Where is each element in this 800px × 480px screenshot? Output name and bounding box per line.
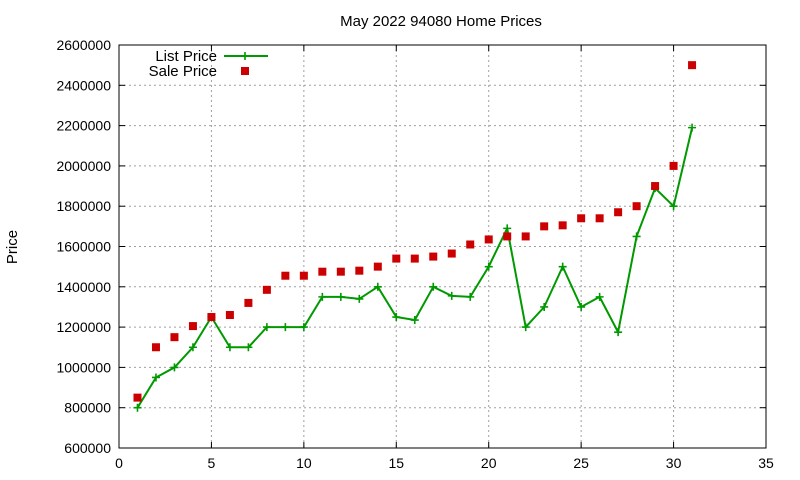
list-price-point xyxy=(392,313,401,322)
list-price-point xyxy=(244,343,253,352)
sale-price-point xyxy=(447,249,456,258)
y-tick-label: 1000000 xyxy=(56,359,111,375)
sale-price-point xyxy=(392,254,401,263)
list-price-point xyxy=(170,363,179,372)
y-tick-label: 2000000 xyxy=(56,158,111,174)
y-tick-label: 2600000 xyxy=(56,37,111,53)
list-price-point xyxy=(355,294,364,303)
sale-price-point xyxy=(133,393,142,402)
list-price-point xyxy=(521,323,530,332)
legend-label-list-price: List Price xyxy=(155,48,217,65)
list-price-point xyxy=(299,323,308,332)
x-tick-label: 5 xyxy=(208,455,216,471)
list-price-point xyxy=(503,224,512,233)
y-axis-label: Price xyxy=(4,230,21,264)
plot-frame xyxy=(118,44,767,449)
sale-price-point xyxy=(595,214,604,223)
grid-layer xyxy=(119,45,766,448)
legend: List Price Sale Price xyxy=(149,48,268,80)
sale-price-point xyxy=(540,222,549,231)
list-price-point xyxy=(373,282,382,291)
y-tick-label: 2400000 xyxy=(56,77,111,93)
list-price-point xyxy=(188,343,197,352)
list-price-point xyxy=(225,343,234,352)
sale-price-point xyxy=(151,343,160,352)
list-price-point xyxy=(669,202,678,211)
list-price-point xyxy=(540,302,549,311)
chart-title: May 2022 94080 Home Prices xyxy=(340,13,542,30)
list-price-point xyxy=(133,403,142,412)
x-tick-label: 25 xyxy=(573,455,589,471)
sale-price-point xyxy=(466,240,475,249)
sale-price-point xyxy=(669,161,678,170)
list-price-point xyxy=(614,328,623,337)
y-tick-label: 1800000 xyxy=(56,198,111,214)
sale-price-point xyxy=(318,267,327,276)
list-price-point xyxy=(595,292,604,301)
y-tick-label: 1400000 xyxy=(56,279,111,295)
sale-price-point xyxy=(355,266,364,275)
list-price-line xyxy=(136,127,694,409)
y-tick-label: 1600000 xyxy=(56,239,111,255)
x-tick-label: 20 xyxy=(481,455,497,471)
sale-price-point xyxy=(558,221,567,230)
legend-label-sale-price: Sale Price xyxy=(149,63,217,80)
list-price-point xyxy=(484,262,493,271)
list-price-point xyxy=(466,292,475,301)
tick-layer: 0 5 10 15 20 25 30 35 600000 800000 1000000 1200000… xyxy=(56,37,774,471)
y-tick-label: 800000 xyxy=(64,400,111,416)
sale-price-point xyxy=(207,313,216,322)
legend-marker-sale-price xyxy=(241,67,249,75)
list-price-point xyxy=(151,373,160,382)
sale-price-point xyxy=(299,271,308,280)
x-tick-label: 10 xyxy=(296,455,312,471)
list-price-point xyxy=(558,262,567,271)
sale-price-point xyxy=(503,232,512,241)
list-price-point xyxy=(447,291,456,300)
list-price-point xyxy=(336,292,345,301)
x-tick-label: 30 xyxy=(666,455,682,471)
sale-price-point xyxy=(170,333,179,342)
sale-price-point xyxy=(281,271,290,280)
list-price-point xyxy=(632,232,641,241)
x-tick-label: 0 xyxy=(115,455,123,471)
sale-price-point xyxy=(577,214,586,223)
sale-price-point xyxy=(429,252,438,261)
sale-price-point xyxy=(688,61,697,70)
x-tick-label: 15 xyxy=(388,455,404,471)
sale-price-point xyxy=(614,208,623,217)
list-price-point xyxy=(688,123,697,132)
list-price-point xyxy=(429,282,438,291)
sale-price-point xyxy=(336,267,345,276)
sale-price-point xyxy=(651,182,660,191)
sale-price-point xyxy=(262,285,271,294)
list-price-point xyxy=(281,323,290,332)
x-tick-label: 35 xyxy=(758,455,774,471)
legend-marker-list-price xyxy=(241,52,249,60)
list-price-point xyxy=(318,292,327,301)
sale-price-point xyxy=(410,254,419,263)
sale-price-point xyxy=(188,322,197,331)
sale-price-point xyxy=(244,298,253,307)
y-tick-label: 2200000 xyxy=(56,118,111,134)
sale-price-point xyxy=(225,311,234,320)
series-layer xyxy=(133,61,697,412)
list-price-point xyxy=(262,323,271,332)
list-price-point xyxy=(410,316,419,325)
list-price-point xyxy=(577,302,586,311)
sale-price-point xyxy=(373,262,382,271)
y-tick-label: 1200000 xyxy=(56,319,111,335)
y-tick-label: 600000 xyxy=(64,440,111,456)
sale-price-point xyxy=(521,232,530,241)
sale-price-point xyxy=(484,235,493,244)
sale-price-point xyxy=(632,202,641,211)
